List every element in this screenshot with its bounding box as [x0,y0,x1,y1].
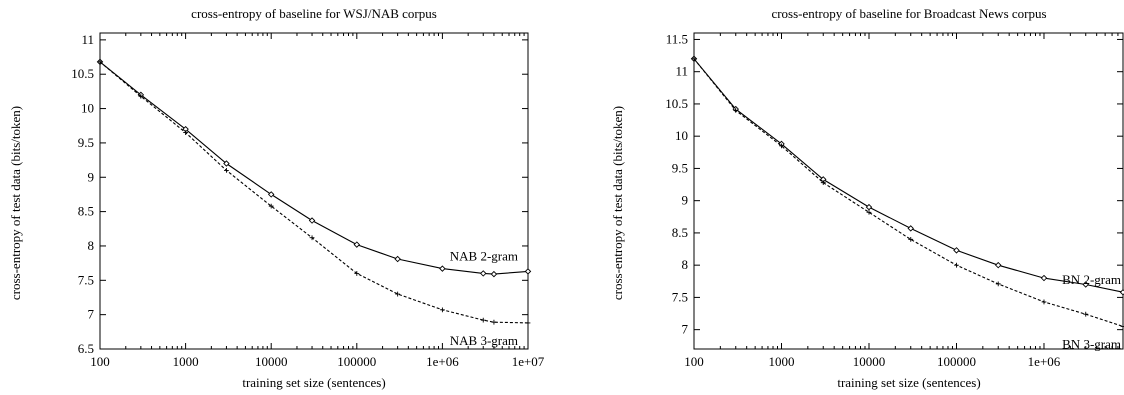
plot-frame [693,32,1124,350]
y-axis-label: cross-entropy of test data (bits/token) [8,106,23,300]
data-point [907,225,914,232]
series-label: NAB 3-gram [450,333,518,348]
x-tick-label: 1e+06 [426,354,459,369]
data-point [1040,274,1048,282]
y-tick-label: 9.5 [672,160,688,175]
y-tick-label: 8.5 [672,225,688,240]
y-tick-label: 10 [675,128,688,143]
y-tick-label: 9 [88,169,95,184]
plot-frame [99,32,529,350]
chart-title: cross-entropy of baseline for WSJ/NAB co… [191,6,437,21]
data-point [480,317,486,323]
data-point [954,262,959,268]
series-label: NAB 2-gram [450,248,518,263]
data-point [353,241,361,248]
x-tick-label: 10000 [255,354,288,369]
y-tick-label: 6.5 [78,341,94,356]
data-point [138,93,144,99]
data-point [394,255,401,263]
series-line [693,58,1124,293]
data-point [1119,289,1124,296]
data-point [866,209,872,215]
x-axis-label: training set size (sentences) [242,375,385,390]
data-point [223,160,230,167]
data-point [308,217,316,224]
data-point [439,265,446,272]
chart-broadcast-news: cross-entropy of baseline for Broadcast … [610,6,1124,390]
y-axis-label: cross-entropy of test data (bits/token) [610,106,625,300]
y-tick-label: 7.5 [672,289,688,304]
data-point [908,236,914,242]
series-group: BN 2-gram BN 3-gram [690,55,1124,351]
tick-group: 6.5 7 7.5 8 8.5 9 9.5 10 10.5 11 100 1000 10000 10000… [71,32,545,369]
x-tick-label: 10000 [853,354,886,369]
series-line [99,61,529,275]
y-tick-label: 7.5 [78,272,94,287]
data-point [691,56,697,62]
data-point [1083,311,1089,317]
data-point [490,270,498,278]
y-tick-label: 10.5 [71,66,94,81]
x-tick-label: 1e+07 [512,354,545,369]
chart-title: cross-entropy of baseline for Broadcast … [771,6,1046,21]
data-point [865,203,873,211]
data-point [995,281,1001,287]
data-point [779,143,784,149]
data-point [491,319,497,325]
data-point [953,247,960,254]
y-tick-label: 8 [682,257,689,272]
x-tick-label: 1000 [173,354,199,369]
data-point [354,271,360,276]
y-tick-label: 10 [81,101,94,116]
data-point [525,320,531,326]
y-tick-label: 11 [675,64,688,79]
data-point [267,191,275,198]
y-tick-label: 8 [88,238,95,253]
y-tick-label: 11.5 [666,31,688,46]
series-line [693,58,1124,327]
data-point [524,268,532,275]
y-tick-label: 9 [682,193,689,208]
x-tick-label: 100000 [337,354,376,369]
tick-group: 7 7.5 8 8.5 9 9.5 10 10.5 11 11.5 100 1000 10000 1000… [665,31,1123,369]
chart-wsj-nab: cross-entropy of baseline for WSJ/NAB co… [8,6,545,390]
data-point [1041,299,1047,305]
data-point [395,291,401,297]
data-point [1082,281,1089,288]
data-point [820,180,826,186]
y-tick-label: 7 [88,307,95,322]
data-point [1120,324,1124,329]
series-label: BN 3-gram [1062,336,1121,351]
y-tick-label: 11 [81,32,94,47]
data-point [733,107,739,113]
series-line [99,61,529,324]
y-tick-label: 8.5 [78,204,94,219]
y-tick-label: 9.5 [78,135,94,150]
data-point [480,270,487,277]
x-tick-label: 1000 [768,354,794,369]
x-axis-label: training set size (sentences) [837,375,980,390]
x-tick-label: 1e+06 [1028,354,1061,369]
data-point [97,59,103,65]
x-tick-label: 100000 [937,354,976,369]
y-tick-label: 7 [682,322,689,337]
data-point [183,130,188,136]
series-label: BN 2-gram [1062,272,1121,287]
x-tick-label: 100 [90,354,110,369]
data-point [268,203,274,209]
data-point [994,261,1002,269]
data-point [224,167,229,173]
x-tick-label: 100 [684,354,704,369]
series-group: NAB 2-gram NAB 3-gram [96,58,532,348]
data-point [440,307,445,313]
y-tick-label: 10.5 [665,96,688,111]
data-point [309,235,315,241]
